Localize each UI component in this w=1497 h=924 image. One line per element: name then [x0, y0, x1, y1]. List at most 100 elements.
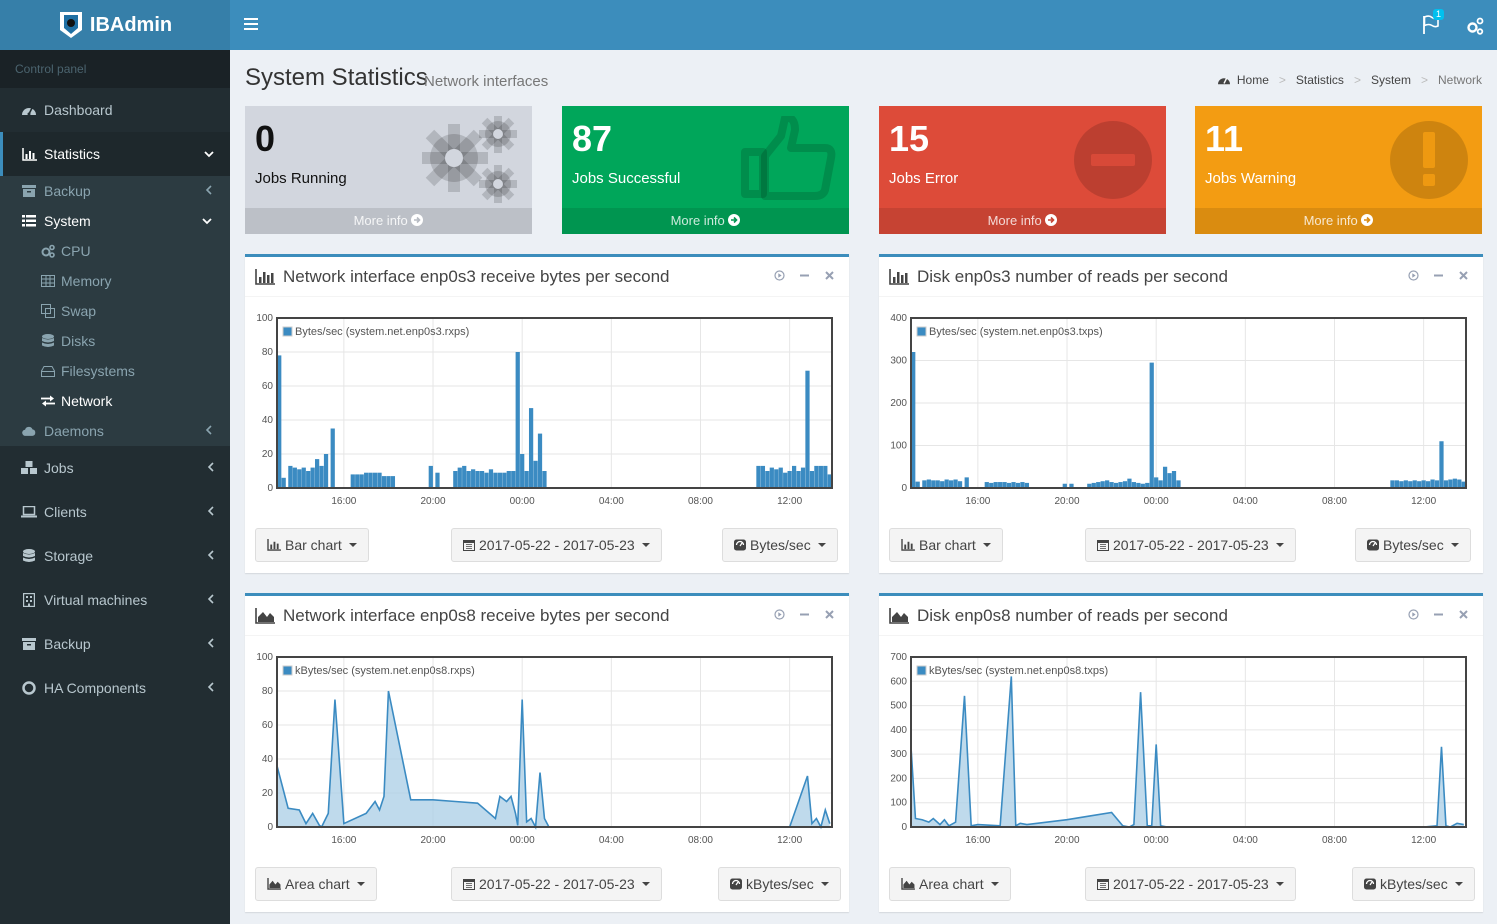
chart-bar — [1145, 482, 1150, 488]
minus-icon[interactable] — [1433, 609, 1444, 620]
chart-bar — [1149, 362, 1154, 488]
play-circle-icon[interactable] — [1408, 270, 1419, 281]
sidebar-toggle-icon[interactable] — [244, 18, 258, 30]
close-icon[interactable] — [824, 270, 835, 281]
chart-bar — [1140, 483, 1145, 488]
more-info-link[interactable]: More info — [879, 208, 1166, 234]
sidebar-item-dashboard[interactable]: Dashboard — [0, 88, 230, 132]
caret-down-icon — [1275, 882, 1284, 886]
caret-down-icon — [1275, 543, 1284, 547]
unit-dropdown[interactable]: Bytes/sec — [722, 528, 838, 562]
chart-type-dropdown[interactable]: Area chart — [255, 867, 377, 901]
chart-type-dropdown[interactable]: Bar chart — [255, 528, 369, 562]
breadcrumb-system[interactable]: System — [1370, 73, 1411, 87]
x-tick-label: 00:00 — [510, 496, 535, 507]
breadcrumb-statistics[interactable]: Statistics — [1295, 73, 1344, 87]
unit-dropdown[interactable]: Bytes/sec — [1355, 528, 1471, 562]
y-tick-label: 40 — [262, 415, 274, 426]
more-info-link[interactable]: More info — [245, 208, 532, 234]
chart-bar — [1002, 482, 1007, 488]
button-label: Area chart — [919, 876, 984, 892]
chart-bar — [310, 467, 315, 488]
chart-bar — [484, 472, 489, 488]
play-circle-icon[interactable] — [774, 609, 785, 620]
y-tick-label: 400 — [890, 725, 907, 736]
unit-dropdown[interactable]: kBytes/sec — [718, 867, 841, 901]
more-info-link[interactable]: More info — [562, 208, 849, 234]
sidebar-item-ha-components[interactable]: HA Components — [0, 666, 230, 710]
sidebar-item-label: Disks — [61, 333, 96, 349]
sidebar-item-backup[interactable]: Backup — [0, 622, 230, 666]
minus-icon[interactable] — [1433, 270, 1444, 281]
sidebar-item-statistics-backup[interactable]: Backup — [0, 176, 230, 206]
bar-chart-icon — [889, 268, 909, 285]
sidebar-item-filesystems[interactable]: Filesystems — [0, 356, 230, 386]
chart-bar — [506, 471, 511, 488]
chart-bar — [1457, 479, 1462, 488]
chart-header: Disk enp0s8 number of reads per second — [879, 596, 1483, 636]
button-label: Area chart — [285, 876, 350, 892]
bar-chart-icon — [255, 268, 275, 285]
chart-bar — [372, 472, 378, 488]
sidebar-item-storage[interactable]: Storage — [0, 534, 230, 578]
date-range-dropdown[interactable]: 2017-05-22 - 2017-05-23 — [1085, 528, 1296, 562]
sidebar-item-system[interactable]: System — [0, 206, 230, 236]
stat-box-jobs-running: 0 Jobs Running More info — [245, 106, 532, 234]
gears-icon[interactable] — [1466, 17, 1484, 35]
chart-bar — [364, 472, 369, 488]
table-icon — [41, 274, 55, 288]
page-subtitle: Network interfaces — [424, 73, 549, 90]
tachometer-icon — [734, 539, 746, 551]
flag-icon[interactable] — [1422, 15, 1440, 35]
chart-bar — [377, 472, 382, 488]
calendar-icon — [463, 879, 475, 890]
stat-number: 87 — [572, 118, 613, 159]
sidebar-item-disks[interactable]: Disks — [0, 326, 230, 356]
chart-type-dropdown[interactable]: Bar chart — [889, 528, 1003, 562]
sidebar-item-jobs[interactable]: Jobs — [0, 446, 230, 490]
sidebar-item-statistics[interactable]: Statistics — [0, 132, 230, 176]
more-info-link[interactable]: More info — [1195, 208, 1482, 234]
chart-box-network-enp0s3: Network interface enp0s3 receive bytes p… — [245, 254, 849, 573]
button-label: 2017-05-22 - 2017-05-23 — [1113, 876, 1269, 892]
unit-dropdown[interactable]: kBytes/sec — [1352, 867, 1475, 901]
chart-title: Network interface enp0s8 receive bytes p… — [283, 605, 670, 625]
minus-icon[interactable] — [799, 270, 810, 281]
sidebar-item-clients[interactable]: Clients — [0, 490, 230, 534]
sidebar-item-cpu[interactable]: CPU — [0, 236, 230, 266]
breadcrumb-home[interactable]: Home — [1236, 73, 1269, 87]
cogs-icon — [41, 244, 55, 258]
chart-bar — [1158, 480, 1163, 488]
chart-bar — [277, 355, 282, 488]
play-circle-icon[interactable] — [774, 270, 785, 281]
sidebar-item-daemons[interactable]: Daemons — [0, 416, 230, 446]
chart-type-dropdown[interactable]: Area chart — [889, 867, 1011, 901]
chart-bar — [466, 471, 471, 488]
sidebar-item-swap[interactable]: Swap — [0, 296, 230, 326]
sidebar-item-network[interactable]: Network — [0, 386, 230, 416]
date-range-dropdown[interactable]: 2017-05-22 - 2017-05-23 — [1085, 867, 1296, 901]
chart-bar — [1011, 482, 1016, 488]
stat-number: 11 — [1205, 118, 1244, 159]
sidebar-item-memory[interactable]: Memory — [0, 266, 230, 296]
sidebar-item-virtual-machines[interactable]: Virtual machines — [0, 578, 230, 622]
stat-number: 0 — [255, 118, 276, 159]
sidebar-item-label: CPU — [61, 243, 91, 259]
chart-bar — [1020, 482, 1025, 488]
close-icon[interactable] — [1458, 609, 1469, 620]
chart-footer: Bar chart 2017-05-22 - 2017-05-23 Bytes/… — [245, 528, 849, 565]
button-label: 2017-05-22 - 2017-05-23 — [1113, 537, 1269, 553]
x-tick-label: 00:00 — [1144, 496, 1169, 507]
play-circle-icon[interactable] — [1408, 609, 1419, 620]
chart-title: Disk enp0s3 number of reads per second — [917, 266, 1228, 286]
bar-chart-icon — [267, 539, 281, 551]
date-range-dropdown[interactable]: 2017-05-22 - 2017-05-23 — [451, 528, 662, 562]
x-tick-label: 16:00 — [331, 496, 356, 507]
minus-icon[interactable] — [799, 609, 810, 620]
close-icon[interactable] — [1458, 270, 1469, 281]
close-icon[interactable] — [824, 609, 835, 620]
brand-logo[interactable]: IBAdmin — [0, 0, 230, 50]
chart-bar — [1118, 482, 1123, 488]
chart-bar — [435, 472, 440, 488]
date-range-dropdown[interactable]: 2017-05-22 - 2017-05-23 — [451, 867, 662, 901]
